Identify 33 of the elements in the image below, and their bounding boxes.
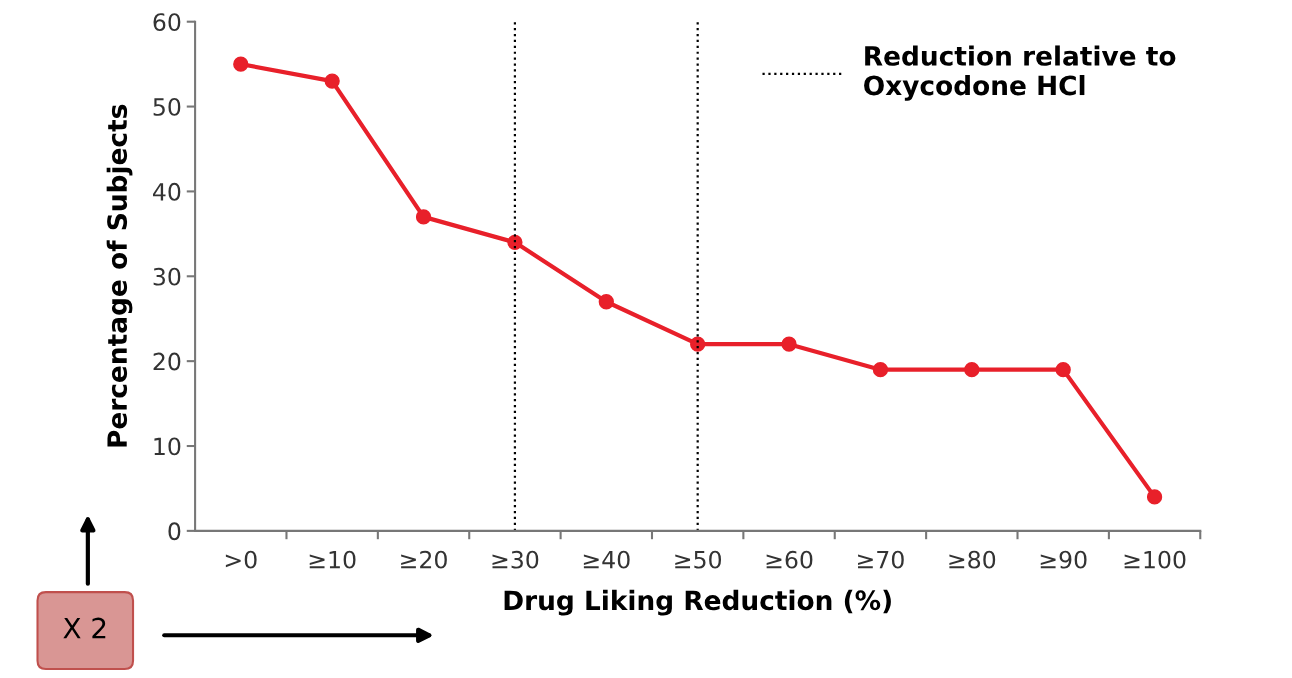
x-tick-label: ≥10 — [309, 550, 356, 569]
y-tick-label: 10 — [154, 437, 181, 456]
y-tick-label: 20 — [153, 352, 181, 371]
point — [964, 361, 980, 378]
point — [781, 336, 797, 352]
x-tick-label: ≥100 — [1124, 550, 1186, 569]
x-tick-label: ≥30 — [492, 550, 539, 569]
ref-line-label: Reduction relative to Oxycodone HCl — [864, 45, 1176, 101]
x-tick-label: >0 — [225, 550, 257, 569]
x-tick-label: ≥20 — [401, 550, 447, 569]
point — [233, 56, 249, 72]
x-tick-label: ≥70 — [858, 550, 904, 569]
y-tick-label: 50 — [153, 98, 181, 116]
point — [598, 294, 614, 310]
point — [324, 73, 340, 89]
x-axis-title: Drug Liking Reduction (%) — [504, 589, 891, 616]
y-tick-label: 30 — [153, 267, 181, 286]
point — [1146, 489, 1163, 505]
point — [690, 336, 706, 352]
point — [415, 209, 432, 225]
y-tick-label: 60 — [153, 13, 181, 31]
x-tick-label: ≥80 — [949, 550, 996, 569]
text: X 2 — [63, 617, 106, 639]
point — [1055, 361, 1071, 378]
y-tick-label: 40 — [153, 182, 181, 201]
x-tick-label: ≥50 — [675, 550, 722, 569]
point — [872, 361, 889, 378]
y-tick-label: 0 — [168, 522, 181, 541]
point — [507, 234, 523, 250]
x-tick-label: ≥90 — [1040, 550, 1087, 569]
x-tick-label: ≥60 — [766, 550, 813, 569]
x-tick-label: ≥40 — [583, 550, 630, 569]
y-axis-title: Percentage of Subjects — [106, 104, 133, 447]
